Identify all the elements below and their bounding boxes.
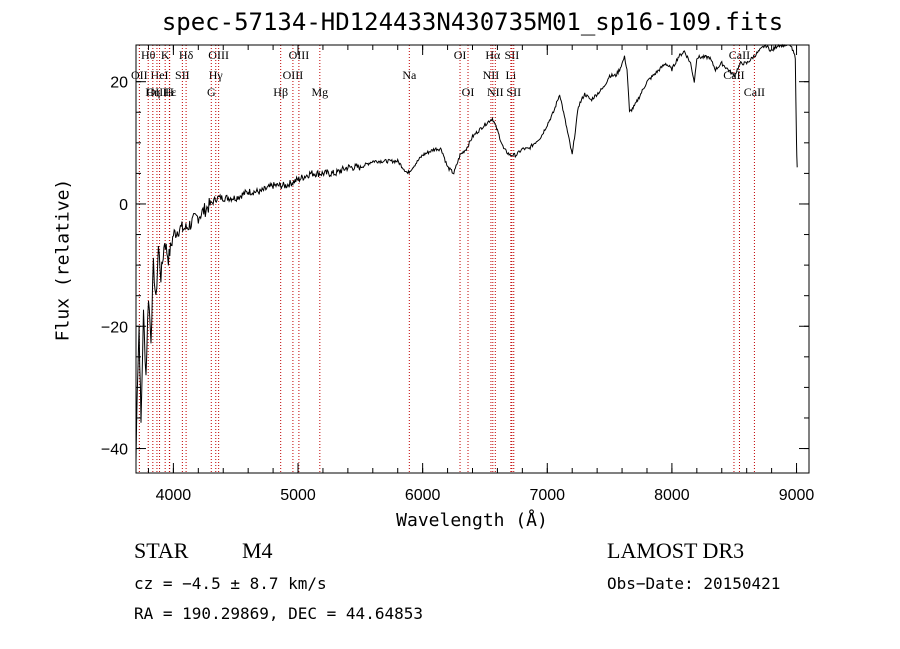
line-label-7: SII xyxy=(505,48,520,62)
y-tick-label-3: 20 xyxy=(110,75,128,92)
line-label-18: OIII xyxy=(147,85,168,99)
observation-date: Obs−Date: 20150421 xyxy=(607,574,781,593)
spectrum-line xyxy=(135,43,798,461)
line-label-8: CaII xyxy=(729,48,750,62)
line-label-27: SII xyxy=(506,85,521,99)
line-label-0: Hθ xyxy=(141,48,156,62)
x-tick-label-4: 8000 xyxy=(654,487,690,504)
line-label-11: SII xyxy=(175,68,190,82)
y-tick-label-1: −20 xyxy=(101,319,128,336)
line-label-4: OIII xyxy=(289,48,310,62)
redshift-velocity: cz = −4.5 ± 8.7 km/s xyxy=(134,574,327,593)
x-tick-label-1: 5000 xyxy=(280,487,316,504)
line-label-1: K xyxy=(161,48,170,62)
x-tick-label-3: 7000 xyxy=(529,487,565,504)
line-label-3: OIII xyxy=(208,48,229,62)
line-label-19: Hε xyxy=(163,85,177,99)
line-label-6: Hα xyxy=(485,48,501,62)
x-tick-label-2: 6000 xyxy=(405,487,441,504)
line-label-15: NII xyxy=(483,68,500,82)
line-label-5: OI xyxy=(454,48,467,62)
line-label-12: Hγ xyxy=(209,68,224,82)
chart-title: spec-57134-HD124433N430735M01_sp16-109.f… xyxy=(161,8,784,36)
y-tick-label-0: −40 xyxy=(101,442,128,459)
x-tick-label-5: 9000 xyxy=(779,487,815,504)
line-label-23: Hβ xyxy=(273,85,288,99)
line-label-2: Hδ xyxy=(179,48,194,62)
line-label-20: Hη xyxy=(145,85,160,99)
subclass: M4 xyxy=(242,538,273,563)
x-tick-label-0: 4000 xyxy=(156,487,192,504)
line-label-16: Li xyxy=(506,68,517,82)
line-label-10: HeI xyxy=(151,68,169,82)
plot-frame xyxy=(135,44,810,474)
line-label-14: Na xyxy=(402,68,417,82)
line-label-25: OI xyxy=(462,85,475,99)
line-label-9: OII xyxy=(131,68,148,82)
line-label-21: H xyxy=(165,85,174,99)
line-label-13: OIII xyxy=(283,68,304,82)
x-axis-label: Wavelength (Å) xyxy=(396,510,548,531)
survey-name: LAMOST DR3 xyxy=(607,538,745,563)
y-tick-label-2: 0 xyxy=(119,197,128,214)
coordinates: RA = 190.29869, DEC = 44.64853 xyxy=(134,604,423,623)
line-label-28: CaII xyxy=(744,85,765,99)
object-type: STAR xyxy=(134,538,189,563)
line-label-22: G xyxy=(207,85,216,99)
y-axis-label: Flux (relative) xyxy=(52,178,74,342)
line-label-26: NII xyxy=(487,85,504,99)
line-label-24: Mg xyxy=(311,85,328,99)
